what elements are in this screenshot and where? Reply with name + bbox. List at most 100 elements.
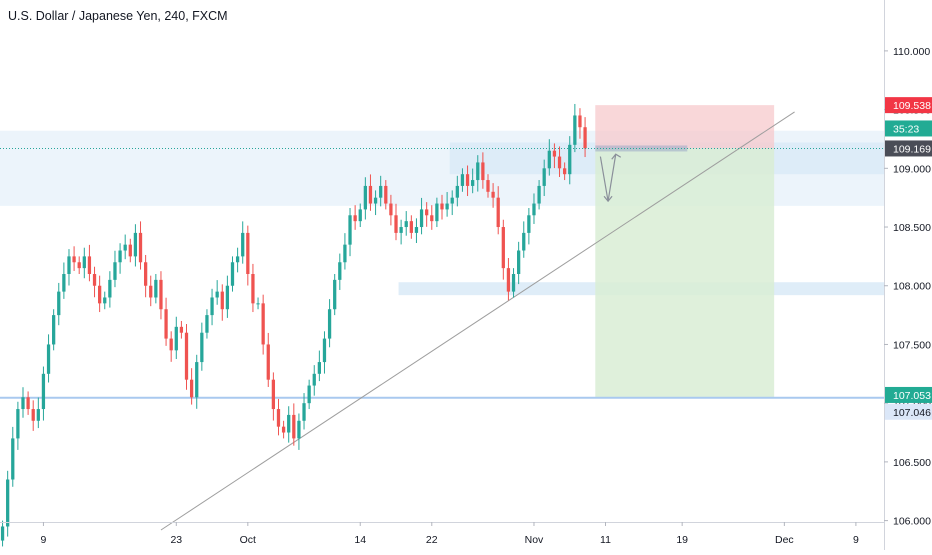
candle-up <box>133 232 138 257</box>
candle-up <box>573 115 577 145</box>
candle-up <box>46 344 51 374</box>
candle-up <box>547 150 551 169</box>
candle-up <box>154 279 158 298</box>
candle-down <box>92 274 97 286</box>
candle-up <box>36 409 40 421</box>
candle-up <box>542 168 546 186</box>
candle-down <box>440 203 444 210</box>
candle-down <box>31 409 35 421</box>
candle-up <box>302 403 306 421</box>
candle-up <box>317 362 321 374</box>
candle-up <box>455 185 459 198</box>
candle-down <box>72 256 76 263</box>
countdown-label: 35:23 <box>893 123 919 135</box>
candle-up <box>6 479 10 527</box>
candle-down <box>143 262 148 286</box>
target-price-label: 107.053 <box>893 390 931 402</box>
candle-up <box>312 373 316 386</box>
x-tick-label: 9 <box>41 534 47 546</box>
candle-down <box>271 379 276 410</box>
candle-down <box>409 221 413 233</box>
last-price-label-bg <box>885 140 932 157</box>
candle-up <box>373 197 378 204</box>
candle-up <box>537 185 541 204</box>
drawings-layer[interactable] <box>0 111 884 531</box>
projection-arrowhead-down <box>603 195 613 203</box>
y-tick-label: 106.000 <box>893 516 931 528</box>
candle-down <box>292 414 296 439</box>
candle-up <box>568 144 572 175</box>
candle-up <box>123 244 127 251</box>
level-price-label-bg <box>885 403 932 420</box>
candle-up <box>322 338 327 363</box>
candle-up <box>205 315 209 333</box>
candle-up <box>11 438 15 480</box>
candle-up <box>230 262 235 286</box>
candle-up <box>103 297 107 304</box>
candle-up <box>200 332 204 363</box>
candle-up <box>532 203 536 216</box>
y-tick-label: 108.000 <box>893 281 931 293</box>
x-tick-label: 9 <box>853 534 859 546</box>
candle-up <box>414 227 419 233</box>
candle-up <box>82 256 86 269</box>
candle-up <box>363 185 367 210</box>
candle-down <box>430 215 434 222</box>
candle-down <box>384 185 388 204</box>
candle-up <box>445 203 449 210</box>
candle-down <box>276 409 281 427</box>
candle-down <box>138 232 143 263</box>
y-tick-label: 107.500 <box>893 339 931 351</box>
candle-up <box>476 162 480 181</box>
candle-down <box>87 256 92 274</box>
candle-down <box>425 209 429 216</box>
candle-up <box>343 244 347 263</box>
candle-down <box>164 309 168 339</box>
candle-up <box>297 420 301 439</box>
candle-down <box>465 174 470 186</box>
candle-up <box>511 274 516 292</box>
x-tick-label: 19 <box>676 534 688 546</box>
trendline <box>160 111 795 531</box>
candle-up <box>0 526 5 541</box>
candle-up <box>450 197 454 204</box>
candle-down <box>220 291 224 310</box>
candles-layer <box>0 103 587 547</box>
y-tick-label: 106.500 <box>893 457 931 469</box>
candle-up <box>419 209 424 228</box>
candle-up <box>338 262 342 280</box>
candle-up <box>215 291 219 298</box>
x-tick-label: 23 <box>170 534 182 546</box>
candle-down <box>389 203 393 216</box>
candle-down <box>179 326 184 333</box>
candle-down <box>281 426 286 433</box>
candle-down <box>128 244 132 257</box>
candle-up <box>41 373 46 410</box>
candle-up <box>108 279 112 298</box>
candle-down <box>159 279 163 310</box>
candle-up <box>358 209 362 222</box>
candle-down <box>552 150 557 157</box>
candle-down <box>77 262 81 269</box>
take-profit-zone <box>595 148 775 397</box>
stop-price-label-bg <box>885 97 932 114</box>
entry-marker <box>595 145 688 152</box>
candle-up <box>225 285 230 310</box>
x-tick-label: 14 <box>354 534 366 546</box>
short-position-tool[interactable] <box>595 105 775 397</box>
candle-up <box>62 274 66 292</box>
candle-up <box>399 227 403 233</box>
candle-down <box>491 191 495 198</box>
symbol-title: U.S. Dollar / Japanese Yen, 240, FXCM <box>8 9 228 23</box>
candle-down <box>169 338 173 351</box>
x-tick-label: Nov <box>525 534 544 546</box>
x-tick-label: Dec <box>775 534 794 546</box>
candle-up <box>517 250 521 274</box>
level-price-label: 107.046 <box>893 407 931 419</box>
candle-down <box>481 162 485 181</box>
candle-down <box>563 168 567 175</box>
candle-up <box>118 250 122 263</box>
candle-down <box>266 344 270 380</box>
